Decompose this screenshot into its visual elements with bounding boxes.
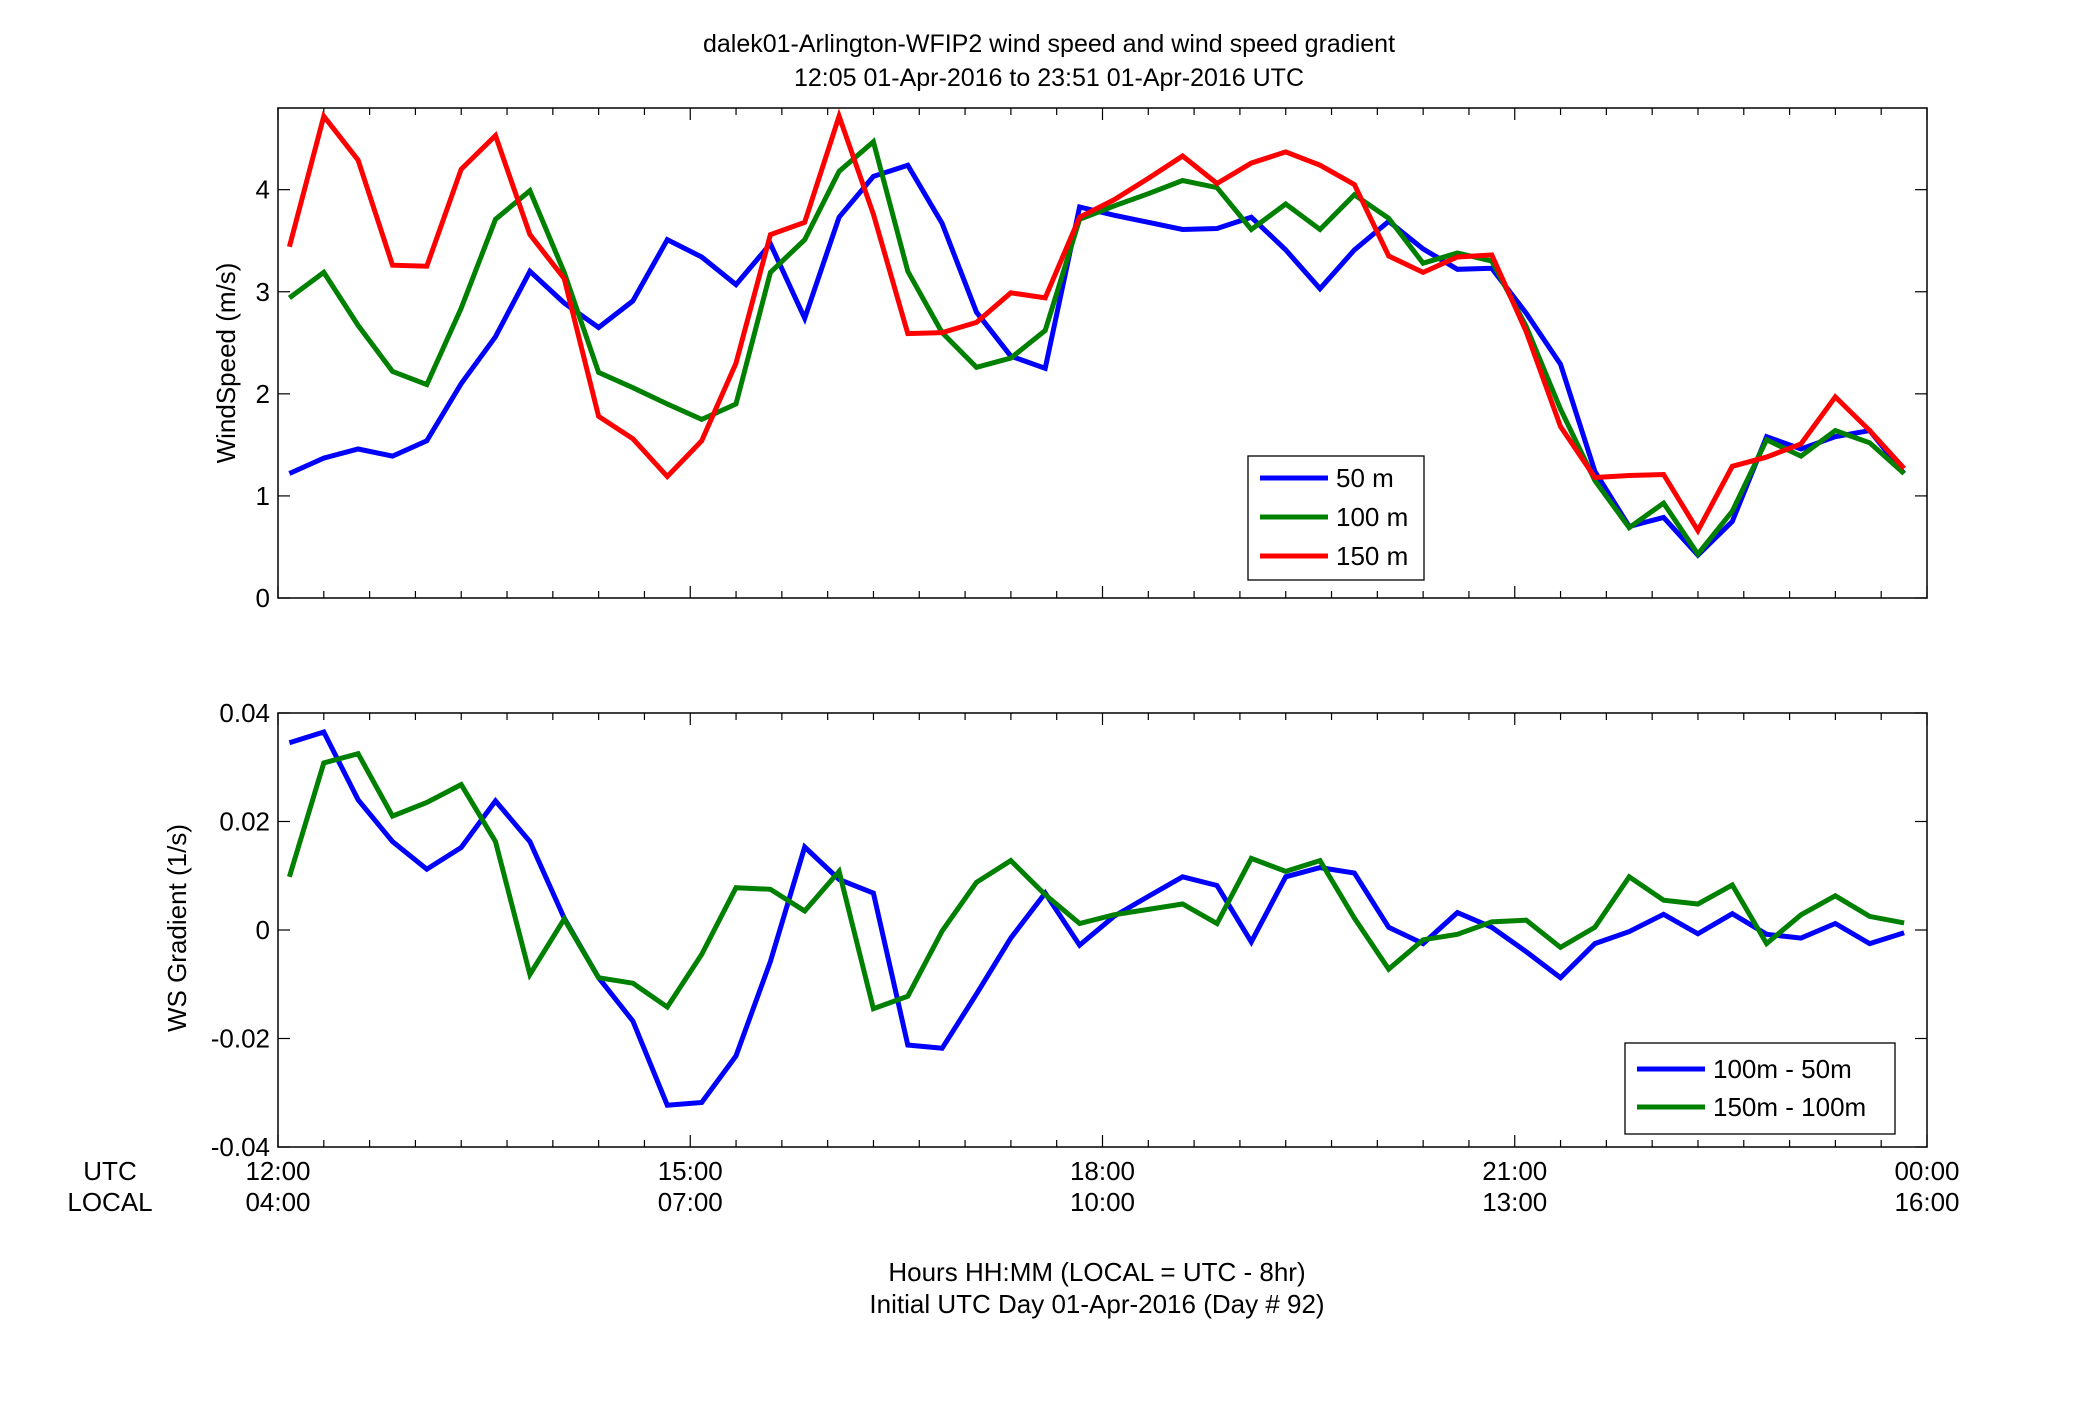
utc-row-label: UTC xyxy=(83,1156,136,1186)
bottom-y-axis-label: WS Gradient (1/s) xyxy=(162,824,192,1032)
series-line-150mto100m xyxy=(287,750,1905,1012)
y-tick-label: -0.02 xyxy=(211,1024,270,1054)
series-line-100mto50m xyxy=(288,728,1905,1108)
legend-entry-label: 100m - 50m xyxy=(1713,1054,1852,1084)
legend-entry-label: 150m - 100m xyxy=(1713,1092,1866,1122)
top-y-axis-label: WindSpeed (m/s) xyxy=(211,263,241,464)
y-tick-label: 0.02 xyxy=(219,807,270,837)
chart-subtitle: 12:05 01-Apr-2016 to 23:51 01-Apr-2016 U… xyxy=(794,64,1304,92)
local-row-label: LOCAL xyxy=(67,1187,152,1217)
y-tick-label: 0 xyxy=(256,583,270,613)
x-tick-label-utc: 21:00 xyxy=(1482,1156,1547,1186)
x-tick-label-local: 10:00 xyxy=(1070,1187,1135,1217)
legend-entry-label: 100 m xyxy=(1336,502,1408,532)
x-tick-label-local: 04:00 xyxy=(245,1187,310,1217)
wind-gradient-panel: -0.04 -0.02 0 0.02 0.04 100m - 50m 150m - 100m xyxy=(211,698,1928,1162)
x-tick-label-local: 13:00 xyxy=(1482,1187,1547,1217)
x-tick-label-local: 16:00 xyxy=(1894,1187,1959,1217)
series-line-100m xyxy=(287,137,1906,559)
legend: 50 m 100 m 150 m xyxy=(1247,455,1425,581)
chart-title: dalek01-Arlington-WFIP2 wind speed and w… xyxy=(703,30,1395,58)
x-tick-label-local: 07:00 xyxy=(658,1187,723,1217)
series-line-150m xyxy=(286,108,1906,536)
legend-entry-label: 150 m xyxy=(1336,541,1408,571)
y-tick-label: 1 xyxy=(256,481,270,511)
legend-entry-label: 50 m xyxy=(1336,463,1394,493)
x-tick-label-utc: 12:00 xyxy=(245,1156,310,1186)
y-tick-label: -0.04 xyxy=(211,1132,270,1162)
wind-speed-panel: 0 1 2 3 4 50 m 100 m 150 m xyxy=(256,107,1928,613)
legend-box xyxy=(1624,1042,1896,1135)
x-tick-label-utc: 15:00 xyxy=(658,1156,723,1186)
y-tick-label: 0.04 xyxy=(219,698,270,728)
y-tick-label: 0 xyxy=(256,915,270,945)
y-tick-label: 2 xyxy=(256,379,270,409)
x-tick-label-utc: 18:00 xyxy=(1070,1156,1135,1186)
legend: 100m - 50m 150m - 100m xyxy=(1624,1042,1896,1135)
x-axis-sublabel: Initial UTC Day 01-Apr-2016 (Day # 92) xyxy=(869,1289,1324,1319)
plot-area-frame xyxy=(277,107,1928,599)
y-tick-label: 4 xyxy=(256,175,270,205)
x-axis-label: Hours HH:MM (LOCAL = UTC - 8hr) xyxy=(888,1257,1305,1287)
y-tick-label: 3 xyxy=(256,277,270,307)
x-tick-label-utc: 00:00 xyxy=(1894,1156,1959,1186)
